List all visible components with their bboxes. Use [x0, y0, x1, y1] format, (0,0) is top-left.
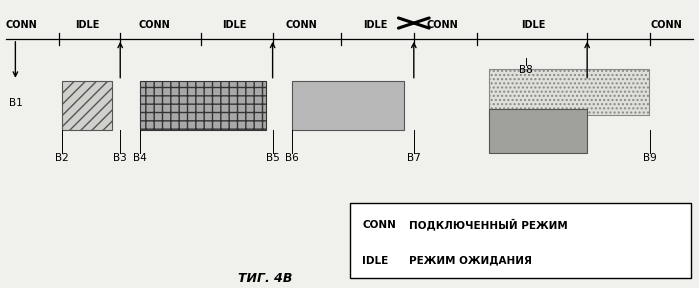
Text: CONN: CONN — [426, 20, 458, 30]
Text: B6: B6 — [285, 153, 299, 163]
Text: B1: B1 — [8, 98, 22, 108]
Text: CONN: CONN — [138, 20, 170, 30]
Bar — [292, 81, 404, 130]
Text: CONN: CONN — [650, 20, 682, 30]
Text: B9: B9 — [643, 153, 657, 163]
Text: IDLE: IDLE — [521, 20, 545, 30]
Text: B2: B2 — [55, 153, 69, 163]
Text: CONN: CONN — [362, 220, 396, 230]
Text: CONN: CONN — [285, 20, 317, 30]
Bar — [140, 81, 266, 130]
Text: IDLE: IDLE — [222, 20, 247, 30]
Text: ΤИГ. 4В: ΤИГ. 4В — [238, 272, 293, 285]
Text: IDLE: IDLE — [363, 20, 388, 30]
Text: B7: B7 — [407, 153, 421, 163]
Bar — [489, 69, 649, 115]
Text: ПОДКЛЮЧЕННЫЙ РЕЖИМ: ПОДКЛЮЧЕННЫЙ РЕЖИМ — [409, 219, 568, 230]
Text: B5: B5 — [266, 153, 280, 163]
Bar — [350, 203, 691, 278]
Text: IDLE: IDLE — [75, 20, 100, 30]
Text: IDLE: IDLE — [362, 256, 389, 266]
Text: B3: B3 — [113, 153, 127, 163]
Bar — [489, 109, 587, 153]
Bar — [62, 81, 112, 130]
Text: РЕЖИМ ОЖИДАНИЯ: РЕЖИМ ОЖИДАНИЯ — [409, 256, 532, 266]
Text: B8: B8 — [519, 65, 533, 75]
Text: CONN: CONN — [6, 20, 37, 30]
Text: B4: B4 — [133, 153, 147, 163]
